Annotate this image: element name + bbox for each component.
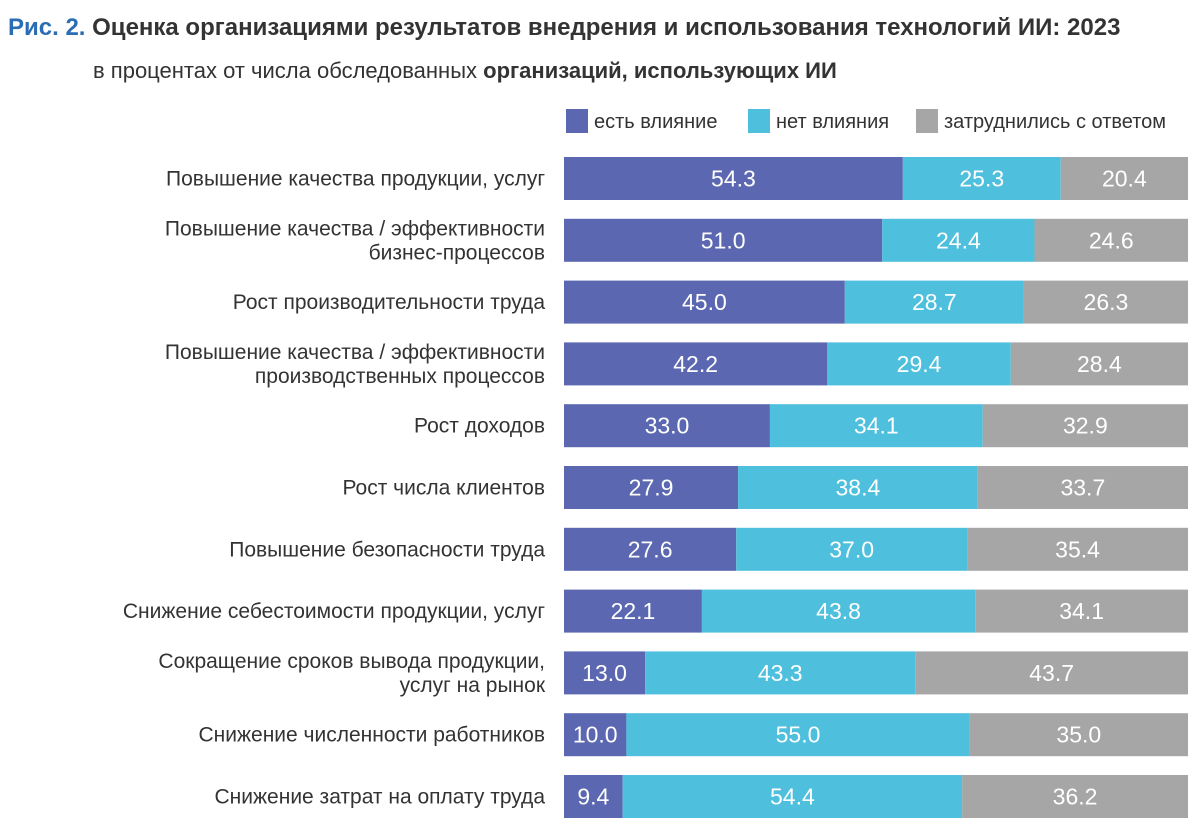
legend: есть влияние нет влияния затруднились с от…	[566, 109, 1166, 133]
bar-segment	[902, 157, 1061, 200]
bar-segment	[564, 589, 702, 633]
bar-segment	[1023, 280, 1188, 324]
data-label: 28.7	[912, 289, 957, 315]
category-label: Сокращение сроков вывода продукции,	[158, 650, 545, 673]
legend-swatch-2	[748, 109, 770, 133]
bar-segment	[564, 651, 646, 695]
category-label: бизнес-процессов	[369, 241, 545, 264]
bar-segment	[564, 404, 770, 448]
legend-label-1: есть влияние	[594, 111, 717, 133]
data-label: 24.4	[936, 227, 981, 253]
bar-segment	[626, 713, 970, 757]
data-label: 35.0	[1056, 722, 1101, 748]
category-label: Рост числа клиентов	[342, 477, 545, 500]
bar-segment	[827, 342, 1011, 386]
data-label: 37.0	[829, 536, 874, 562]
bar-segment	[564, 466, 739, 509]
data-label: 27.6	[628, 536, 673, 562]
data-label: 29.4	[897, 351, 942, 377]
legend-swatch-3	[916, 109, 938, 133]
data-label: 42.2	[673, 351, 718, 377]
category-label: Снижение себестоимости продукции, услуг	[123, 600, 545, 623]
data-label: 43.8	[816, 598, 861, 624]
data-label: 34.1	[854, 413, 899, 439]
data-label: 33.0	[645, 413, 690, 439]
bar-segment	[977, 466, 1188, 509]
bar-segment	[564, 775, 623, 818]
category-label: Рост доходов	[414, 415, 545, 438]
bar-segment	[769, 404, 983, 448]
data-label: 9.4	[577, 784, 609, 810]
subtitle-normal: в процентах от числа обследованных	[93, 58, 484, 83]
bar-segment	[564, 342, 828, 386]
data-label: 34.1	[1059, 598, 1104, 624]
data-label: 36.2	[1053, 784, 1098, 810]
data-label: 43.3	[758, 660, 803, 686]
bar-segment	[967, 527, 1188, 571]
bar-segment	[915, 651, 1188, 695]
category-label: Повышение качества / эффективности	[165, 217, 545, 240]
bar-segment	[982, 404, 1188, 448]
bar-segment	[1034, 218, 1188, 262]
data-label: 35.4	[1055, 536, 1100, 562]
category-labels: Повышение качества продукции, услуг Повыш…	[123, 168, 546, 809]
bar-segment	[564, 157, 903, 200]
legend-label-2: нет влияния	[776, 111, 889, 133]
data-label: 55.0	[776, 722, 821, 748]
data-label: 43.7	[1029, 660, 1074, 686]
chart-subtitle: в процентах от числа обследованных орган…	[93, 58, 837, 84]
category-label: Снижение затрат на оплату труда	[215, 786, 546, 809]
data-label: 54.3	[711, 166, 756, 192]
category-label: Снижение численности работников	[198, 724, 545, 747]
bar-segment	[969, 713, 1188, 757]
bar-segment	[701, 589, 976, 633]
bar-segment	[844, 280, 1024, 324]
bar-segment	[645, 651, 916, 695]
legend-swatch-1	[566, 109, 588, 133]
data-label: 13.0	[582, 660, 627, 686]
bar-segment	[738, 466, 978, 509]
subtitle-bold: организаций, использующих ИИ	[483, 58, 837, 83]
category-label: услуг на рынок	[400, 674, 546, 697]
figure-label: Рис. 2.	[8, 14, 86, 41]
data-label: 33.7	[1060, 475, 1105, 501]
category-label: Рост производительности труда	[233, 291, 546, 314]
bar-segment	[975, 589, 1188, 633]
chart-title: Рис. 2. Оценка организациями результатов…	[8, 14, 1120, 42]
legend-label-3: затруднились с ответом	[944, 111, 1166, 133]
bar-segment	[622, 775, 963, 818]
bar-segment	[1010, 342, 1188, 386]
data-label: 38.4	[836, 475, 881, 501]
data-label: 45.0	[682, 289, 727, 315]
category-label: Повышение качества / эффективности	[165, 341, 545, 364]
data-label: 24.6	[1089, 227, 1134, 253]
data-label: 26.3	[1084, 289, 1129, 315]
data-label: 32.9	[1063, 413, 1108, 439]
title-text: Оценка организациями результатов внедрен…	[92, 14, 1121, 41]
bar-segment	[882, 218, 1035, 262]
data-label: 28.4	[1077, 351, 1122, 377]
data-label: 22.1	[611, 598, 656, 624]
data-label: 20.4	[1102, 166, 1147, 192]
data-label: 27.9	[629, 475, 674, 501]
bar-segment	[1060, 157, 1188, 200]
data-label: 10.0	[573, 722, 618, 748]
data-label: 25.3	[959, 166, 1004, 192]
category-label: Повышение безопасности труда	[229, 538, 545, 561]
bars: 54.3 25.3 20.4 51.0 24.4 24.6 45.0 28.7 26.3 42.2…	[564, 157, 1188, 818]
data-label: 54.4	[770, 784, 815, 810]
bar-segment	[564, 713, 627, 757]
category-label: производственных процессов	[255, 365, 545, 388]
category-label: Повышение качества продукции, услуг	[166, 168, 545, 191]
bar-segment	[736, 527, 968, 571]
bar-segment	[564, 280, 845, 324]
bar-segment	[962, 775, 1188, 818]
bar-segment	[564, 527, 737, 571]
data-label: 51.0	[701, 227, 746, 253]
bar-segment	[564, 218, 883, 262]
